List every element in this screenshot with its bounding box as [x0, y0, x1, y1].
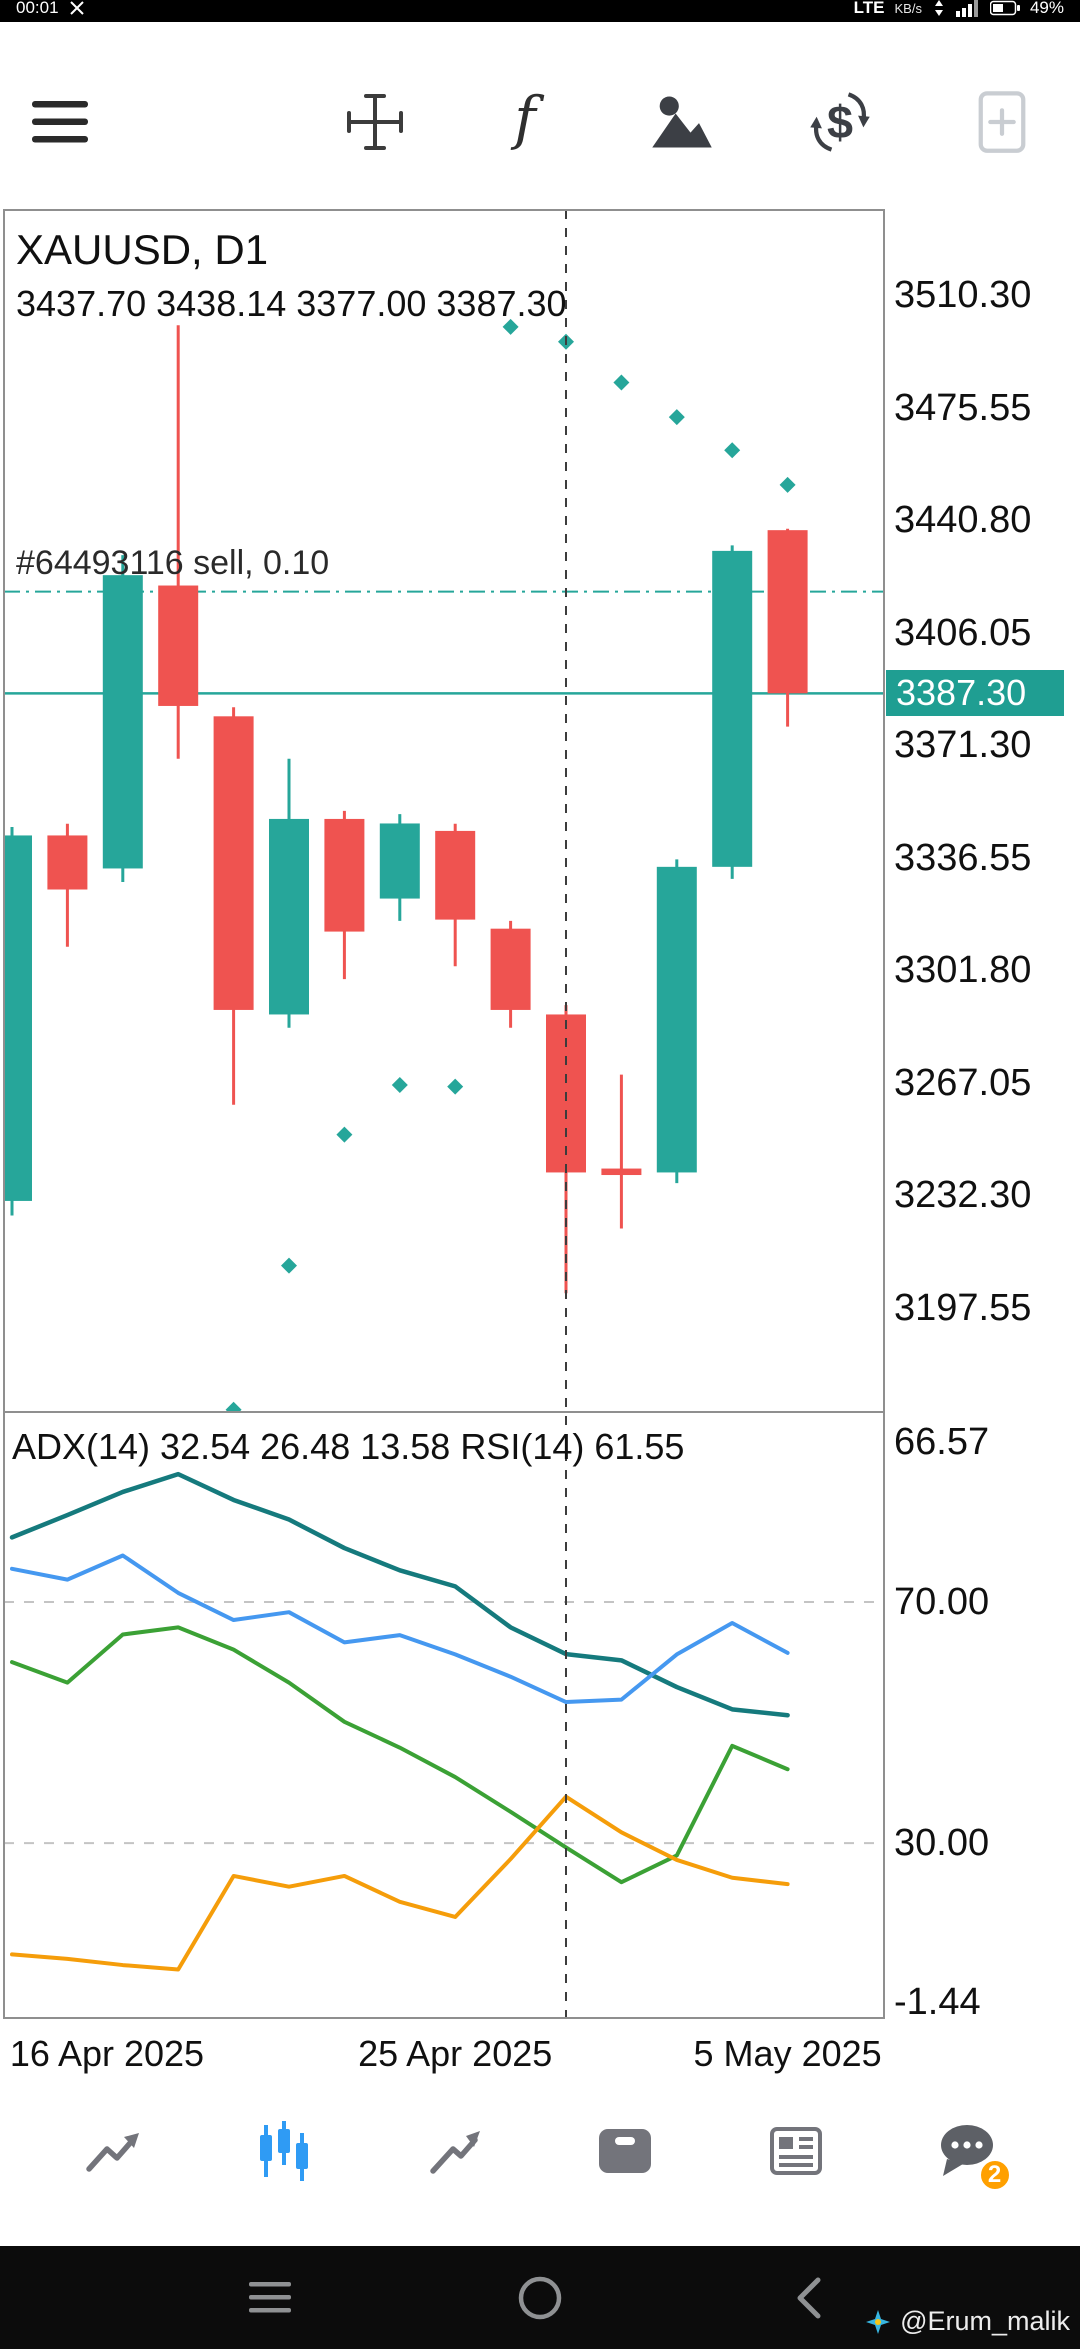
watermark-text: @Erum_malik — [900, 2306, 1070, 2336]
nav-history[interactable] — [587, 2113, 663, 2189]
nav-charts[interactable] — [246, 2113, 322, 2189]
price-axis-label: 3440.80 — [894, 499, 1032, 542]
new-order-button[interactable] — [966, 86, 1038, 158]
trade-arrow-icon — [429, 2131, 480, 2174]
date-axis-label: 5 May 2025 — [693, 2033, 882, 2074]
battery-percent-label: 49% — [1029, 0, 1064, 17]
price-axis-label: 3301.80 — [894, 949, 1032, 992]
indicator-axis-label: 70.00 — [894, 1580, 990, 1623]
home-button[interactable] — [504, 2264, 576, 2332]
messages-badge: 2 — [976, 2157, 1013, 2193]
indicator-axis-label: 66.57 — [894, 1421, 990, 1463]
objects-button[interactable] — [646, 86, 718, 158]
chart-symbol-title: XAUUSD, D1 — [16, 226, 269, 273]
quotes-icon — [86, 2133, 140, 2172]
net-speed-label: KB/s — [894, 0, 922, 16]
status-time: 00:01 — [16, 0, 59, 17]
price-axis-label: 3267.05 — [894, 1061, 1032, 1104]
signal-bars-icon — [955, 0, 978, 17]
crosshair-button[interactable] — [339, 86, 411, 158]
hamburger-icon — [32, 101, 88, 143]
price-axis-label: 3232.30 — [894, 1174, 1032, 1217]
indicator-axis-label: -1.44 — [894, 1981, 981, 2023]
dollar-flow-icon: $ — [810, 92, 870, 152]
bottom-toolbar: 2 — [0, 2104, 1080, 2198]
newspaper-icon — [769, 2127, 822, 2175]
price-axis-label: 3371.30 — [894, 724, 1032, 767]
menu-button[interactable] — [24, 86, 96, 158]
price-axis-label: 3406.05 — [894, 611, 1032, 654]
android-nav-bar: @Erum_malik — [0, 2246, 1080, 2349]
network-type-label: LTE — [853, 0, 885, 17]
home-circle-icon — [518, 2276, 562, 2320]
nav-messages[interactable]: 2 — [929, 2113, 1013, 2193]
nav-news[interactable] — [758, 2113, 834, 2189]
current-price-badge: 3387.30 — [886, 670, 1064, 717]
back-button[interactable] — [774, 2264, 846, 2332]
up-down-arrows-icon — [934, 0, 943, 16]
function-icon: f — [510, 88, 545, 152]
indicators-button[interactable]: f — [489, 86, 561, 158]
back-chevron-icon — [797, 2277, 821, 2319]
nav-trade[interactable] — [417, 2113, 493, 2189]
watermark-star-icon — [866, 2309, 891, 2334]
chart-ohlc-values: 3437.70 3438.14 3377.00 3387.30 — [16, 283, 567, 324]
svg-text:$: $ — [827, 96, 853, 148]
price-axis-label: 3510.30 — [894, 274, 1032, 317]
price-axis-label: 3197.55 — [894, 1286, 1032, 1329]
new-order-icon — [978, 91, 1026, 153]
menu-lines-icon — [249, 2282, 291, 2313]
candlestick-chart-icon — [259, 2121, 308, 2181]
symbols-button[interactable]: $ — [804, 86, 876, 158]
nav-quotes[interactable] — [75, 2113, 151, 2189]
status-bar: 00:01 LTE KB/s — [0, 0, 1080, 22]
open-position-label: #64493116 sell, 0.10 — [16, 543, 330, 582]
indicator-axis-label: 30.00 — [894, 1822, 990, 1865]
watermark: @Erum_malik — [864, 2306, 1070, 2337]
crosshair-icon — [347, 94, 403, 150]
recents-button[interactable] — [234, 2264, 306, 2332]
shapes-icon — [652, 96, 712, 148]
chat-bubble-icon — [940, 2125, 993, 2176]
date-axis-label: 16 Apr 2025 — [9, 2033, 205, 2074]
price-axis-label: 3475.55 — [894, 386, 1032, 429]
indicator-values-label: ADX(14) 32.54 26.48 13.58 RSI(14) 61.55 — [12, 1426, 685, 1467]
history-tray-icon — [599, 2129, 652, 2173]
dismiss-icon[interactable] — [69, 0, 85, 16]
price-axis-label: 3336.55 — [894, 836, 1032, 879]
battery-icon — [989, 0, 1020, 16]
date-axis-label: 25 Apr 2025 — [358, 2033, 553, 2074]
